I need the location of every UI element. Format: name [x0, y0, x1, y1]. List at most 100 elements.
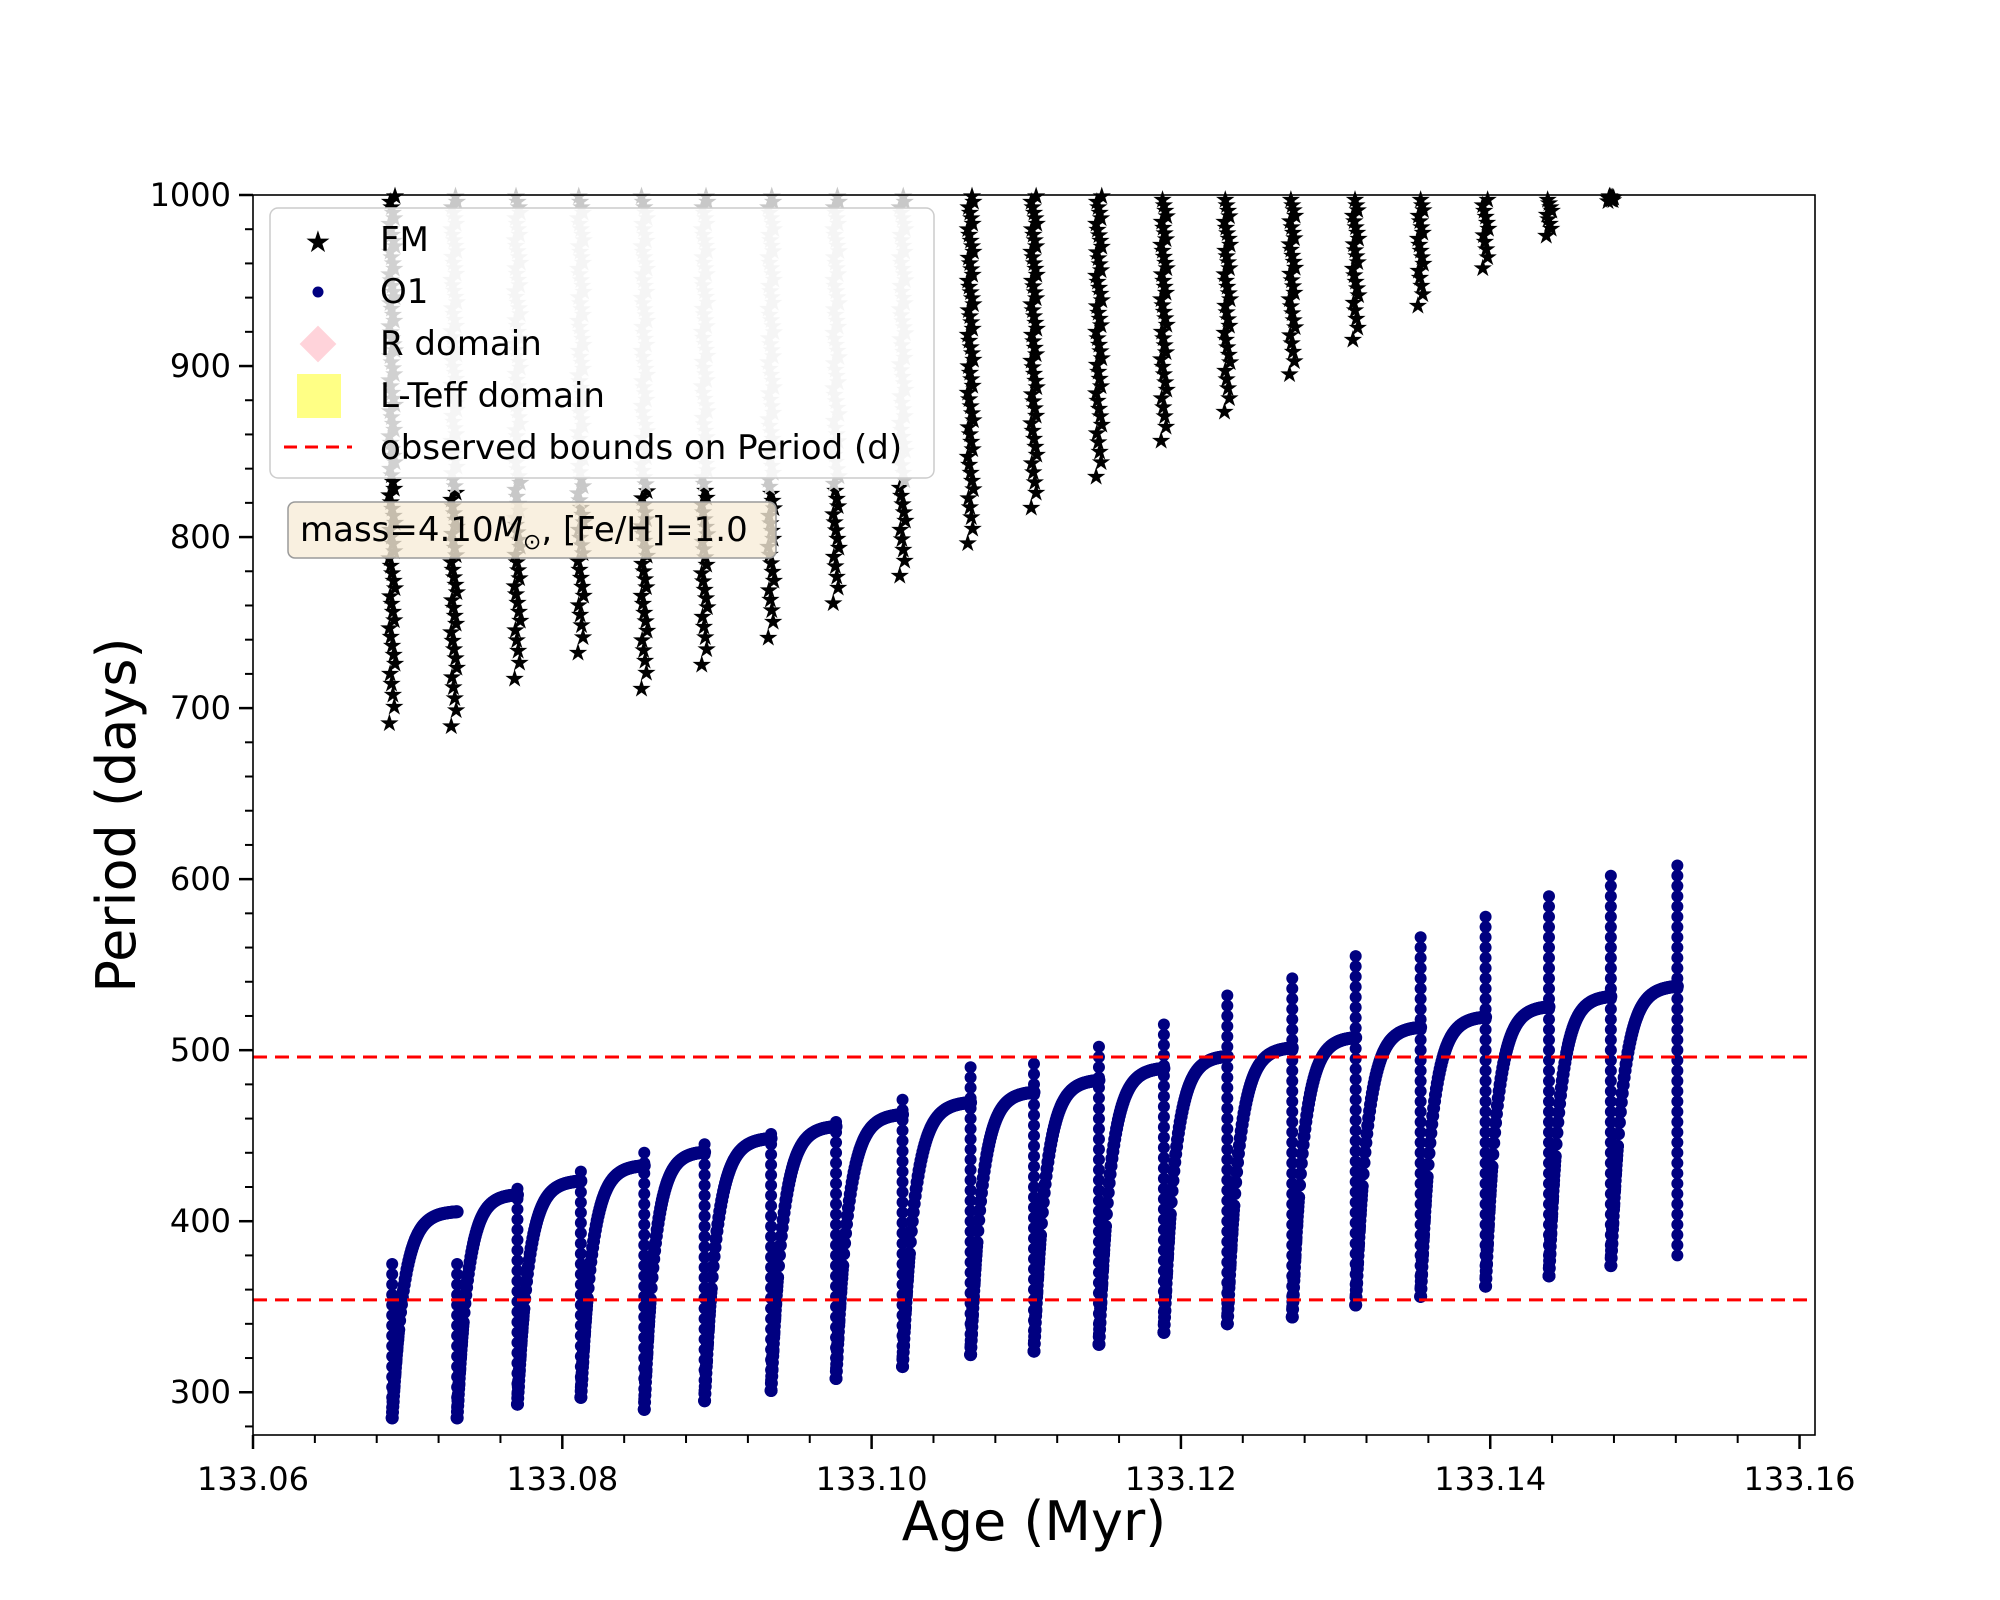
o1-point	[1414, 1136, 1427, 1149]
fm-point: ★	[957, 266, 979, 294]
fm-point: ★	[1155, 304, 1177, 332]
legend-label-fm: FM	[380, 220, 429, 260]
fm-point: ★	[1413, 250, 1435, 278]
fm-point: ★	[1601, 183, 1623, 211]
o1-point	[511, 1275, 524, 1288]
fm-point: ★	[957, 529, 979, 557]
o1-point	[1092, 1163, 1105, 1176]
fm-point: ★	[1598, 184, 1620, 212]
o1-point	[698, 1158, 711, 1171]
o1-point	[511, 1192, 524, 1205]
o1-point	[574, 1237, 587, 1250]
x-tick-label: 133.08	[506, 1460, 618, 1498]
o1-point	[830, 1177, 843, 1190]
fm-point: ★	[1090, 311, 1112, 339]
o1-point	[1479, 910, 1492, 923]
o1-point	[1604, 869, 1617, 882]
fm-point: ★	[826, 484, 848, 512]
o1-point	[1349, 1042, 1362, 1055]
fm-point: ★	[1348, 281, 1370, 309]
o1-point	[1479, 941, 1492, 954]
x-axis: 133.06 133.08 133.10 133.12 133.14 133.16	[197, 1435, 1856, 1498]
o1-point	[706, 1259, 720, 1273]
o1-point	[1671, 982, 1684, 995]
o1-point	[511, 1234, 524, 1247]
fm-point: ★	[1539, 209, 1561, 237]
o1-point	[386, 1299, 399, 1312]
fm-point: ★	[1091, 344, 1113, 372]
fm-point: ★	[1348, 224, 1370, 252]
fm-point: ★	[1086, 419, 1108, 447]
fm-point: ★	[567, 639, 589, 667]
fm-point: ★	[507, 589, 529, 617]
o1-point	[1479, 1013, 1492, 1026]
fm-point: ★	[1026, 314, 1048, 342]
o1-point	[1221, 1020, 1234, 1033]
fm-point: ★	[1219, 202, 1241, 230]
o1-point	[1671, 1228, 1684, 1241]
o1-point	[1292, 1190, 1306, 1204]
fm-point: ★	[1089, 199, 1111, 227]
fm-point: ★	[443, 563, 465, 591]
fm-point: ★	[1346, 242, 1368, 270]
fm-point: ★	[1152, 236, 1174, 264]
fm-point: ★	[1025, 182, 1047, 210]
fm-point: ★	[1156, 376, 1178, 404]
o1-point	[1157, 1039, 1170, 1052]
o1-point	[772, 1248, 786, 1262]
o1-point	[1163, 1207, 1177, 1221]
fm-point: ★	[1022, 193, 1044, 221]
o1-point	[1479, 1105, 1492, 1118]
o1-point	[1157, 1131, 1170, 1144]
fm-point: ★	[1214, 356, 1236, 384]
fm-point: ★	[631, 675, 653, 703]
fm-point: ★	[379, 582, 401, 610]
o1-point	[1671, 1095, 1684, 1108]
o1-point	[896, 1145, 909, 1158]
o1-point	[1604, 1095, 1617, 1108]
fm-point: ★	[960, 226, 982, 254]
o1-point	[1286, 1064, 1299, 1077]
o1-point	[838, 1236, 852, 1250]
fm-point: ★	[691, 651, 713, 679]
fm-point: ★	[1601, 185, 1623, 213]
fm-point: ★	[892, 490, 914, 518]
fm-point: ★	[446, 578, 468, 606]
fm-point: ★	[1599, 182, 1621, 210]
o1-point	[698, 1179, 711, 1192]
o1-point	[1479, 962, 1492, 975]
o1-point	[1479, 921, 1492, 934]
o1-point	[964, 1194, 977, 1207]
fm-point: ★	[1477, 243, 1499, 271]
o1-point	[1092, 1133, 1105, 1146]
o1-point	[964, 1112, 977, 1125]
o1-point	[1671, 859, 1684, 872]
fm-point: ★	[1219, 254, 1241, 282]
o1-point	[1479, 1074, 1492, 1087]
o1-point	[1479, 1085, 1492, 1098]
o1-point	[1221, 1009, 1234, 1022]
fm-point: ★	[1599, 185, 1621, 213]
fm-point: ★	[1346, 219, 1368, 247]
o1-point	[1671, 1198, 1684, 1211]
fm-point: ★	[760, 586, 782, 614]
legend-circle-icon	[312, 286, 324, 298]
fm-point: ★	[1087, 215, 1109, 243]
o1-point	[1604, 962, 1617, 975]
fm-point: ★	[1025, 479, 1047, 507]
o1-point	[1542, 1074, 1555, 1087]
fm-point: ★	[1151, 317, 1173, 345]
fm-point: ★	[889, 474, 911, 502]
o1-point	[964, 1204, 977, 1217]
o1-point	[1542, 890, 1555, 903]
o1-point	[1221, 1153, 1234, 1166]
o1-point	[1228, 1187, 1242, 1201]
o1-point	[1542, 962, 1555, 975]
fm-point: ★	[957, 443, 979, 471]
fm-point: ★	[1155, 368, 1177, 396]
o1-point	[638, 1157, 651, 1170]
fm-point: ★	[505, 616, 527, 644]
o1-point	[896, 1216, 909, 1229]
o1-point	[1033, 1228, 1047, 1242]
fm-point: ★	[822, 589, 844, 617]
